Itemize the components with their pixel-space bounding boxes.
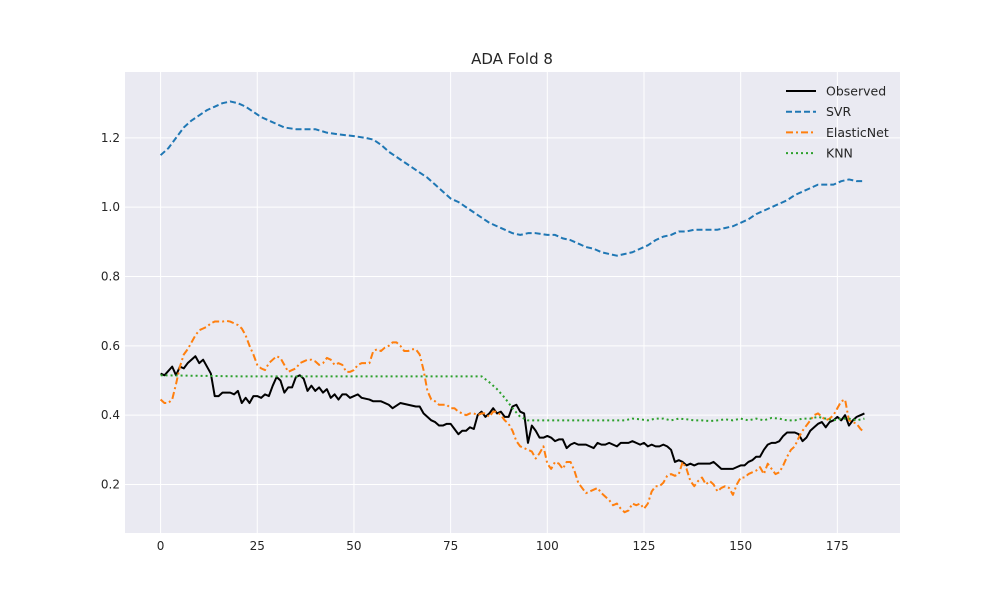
y-tick-label: 1.2 bbox=[101, 131, 120, 145]
y-axis-ticks: 0.2 0.4 0.6 0.8 1.0 1.2 bbox=[101, 131, 120, 492]
y-tick-label: 1.0 bbox=[101, 200, 120, 214]
legend: Observed SVR ElasticNet KNN bbox=[786, 84, 889, 161]
x-axis-ticks: 0 25 50 75 100 125 150 175 bbox=[157, 539, 849, 553]
legend-label: SVR bbox=[826, 104, 851, 119]
y-tick-label: 0.6 bbox=[101, 339, 120, 353]
x-tick-label: 0 bbox=[157, 539, 165, 553]
x-tick-label: 100 bbox=[536, 539, 559, 553]
series-line-observed bbox=[160, 355, 865, 470]
x-tick-label: 175 bbox=[826, 539, 849, 553]
legend-label: Observed bbox=[826, 84, 886, 99]
plot-area bbox=[125, 72, 900, 533]
series-line-knn bbox=[160, 374, 865, 423]
y-tick-label: 0.8 bbox=[101, 270, 120, 284]
x-tick-label: 125 bbox=[633, 539, 656, 553]
series-lines bbox=[159, 100, 866, 514]
y-tick-label: 0.2 bbox=[101, 477, 120, 491]
series-line-elasticnet bbox=[159, 319, 866, 514]
x-tick-label: 150 bbox=[729, 539, 752, 553]
x-tick-label: 50 bbox=[346, 539, 361, 553]
grid bbox=[125, 72, 900, 533]
chart-title: ADA Fold 8 bbox=[471, 50, 553, 68]
y-tick-label: 0.4 bbox=[101, 408, 120, 422]
legend-label: ElasticNet bbox=[826, 125, 889, 140]
series-line-svr bbox=[159, 100, 865, 257]
x-tick-label: 75 bbox=[443, 539, 458, 553]
legend-label: KNN bbox=[826, 146, 853, 161]
x-tick-label: 25 bbox=[250, 539, 265, 553]
